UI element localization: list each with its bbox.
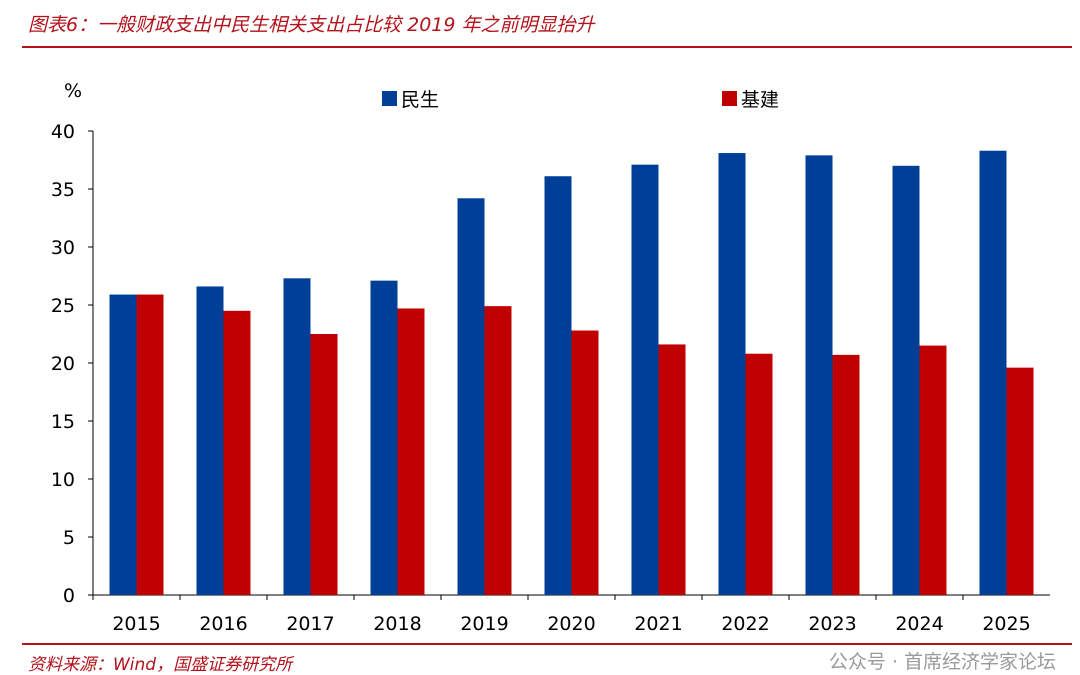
bar-民生-2015 [109,294,137,595]
y-tick-label: 30 [51,237,75,259]
bar-基建-2016 [223,310,251,595]
bar-民生-2019 [457,198,485,595]
x-tick-label: 2019 [460,613,508,635]
x-tick-label: 2023 [808,613,856,635]
footer-divider [22,643,1072,645]
source-note: 资料来源：Wind，国盛证券研究所 [28,655,293,675]
x-tick-label: 2025 [982,613,1030,635]
bar-基建-2022 [745,353,773,595]
bar-民生-2023 [805,155,833,596]
y-tick-label: 10 [51,469,75,491]
y-tick-label: 40 [51,121,75,143]
bar-基建-2019 [484,306,512,595]
y-tick-label: 0 [63,585,75,607]
bar-基建-2025 [1006,367,1034,595]
x-tick-label: 2017 [286,613,334,635]
y-axis-unit: % [64,80,82,102]
x-tick-label: 2016 [199,613,247,635]
y-tick-label: 15 [51,411,75,433]
legend-label: 民生 [401,89,439,111]
legend-label: 基建 [741,89,779,111]
bar-基建-2018 [397,308,425,595]
y-tick-label: 5 [63,527,75,549]
x-tick-label: 2015 [112,613,160,635]
bar-民生-2022 [718,153,746,596]
watermark: 公众号 · 首席经济学家论坛 [828,651,1056,673]
bar-基建-2017 [310,334,338,595]
legend-swatch [382,91,397,106]
x-tick-label: 2024 [895,613,943,635]
bar-民生-2018 [370,280,398,595]
bar-基建-2015 [136,294,164,595]
bar-基建-2023 [832,354,860,595]
bar-基建-2020 [571,330,599,595]
legend-swatch [722,91,737,106]
bar-民生-2024 [892,165,920,596]
y-tick-label: 25 [51,295,75,317]
x-tick-label: 2018 [373,613,421,635]
title-divider [22,46,1072,48]
bar-民生-2016 [196,286,224,595]
bar-民生-2017 [283,278,311,595]
bar-民生-2021 [631,164,659,595]
x-tick-label: 2020 [547,613,595,635]
bar-基建-2024 [919,345,947,595]
bar-民生-2020 [544,176,572,596]
chart-title: 图表6：一般财政支出中民生相关支出占比较 2019 年之前明显抬升 [28,14,595,36]
y-tick-label: 35 [51,179,75,201]
x-tick-label: 2022 [721,613,769,635]
x-tick-label: 2021 [634,613,682,635]
y-tick-label: 20 [51,353,75,375]
bar-民生-2025 [979,150,1007,595]
bar-基建-2021 [658,344,686,595]
